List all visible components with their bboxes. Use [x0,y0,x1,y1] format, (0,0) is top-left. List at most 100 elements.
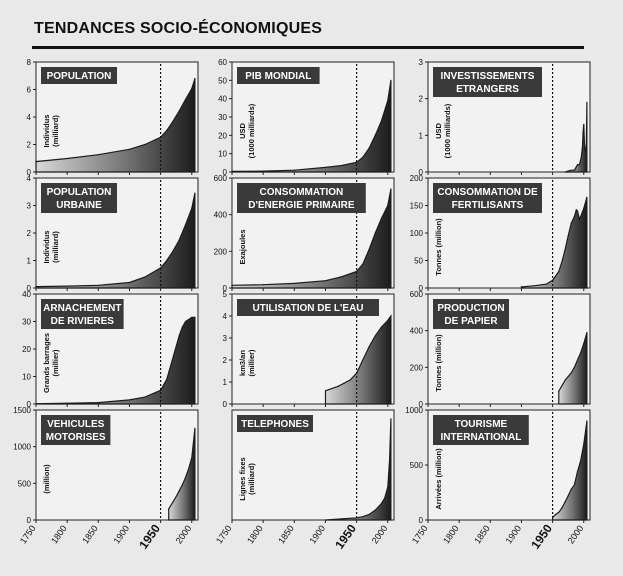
data-point [97,284,99,286]
y-tick-label: 0 [419,284,424,293]
chart-panel-fertilisants: 0 50 100 150 200 CONSOMMATION DE FERTILISANTS T… [410,174,591,293]
data-point [561,385,563,387]
data-point [178,239,180,241]
x-tick-label: 1900 [111,523,131,545]
data-point [181,326,183,328]
y-tick-label: 0 [419,400,424,409]
data-point [194,316,196,318]
data-point [166,129,168,132]
chart-title: FERTILISANTS [452,200,524,211]
data-point [380,217,383,219]
data-point [66,157,68,160]
y-tick-label: 500 [410,461,424,470]
y-tick-label: 20 [218,131,227,140]
data-point [194,192,196,194]
page-title: TENDANCES SOCIO-ÉCONOMIQUES [34,20,323,37]
data-point [555,275,557,277]
data-point [368,513,370,516]
data-point [570,169,572,171]
chart-title: DE PAPIER [444,316,498,327]
y-tick-label: 0 [27,516,32,525]
x-tick-label: 2000 [566,523,586,545]
data-point [362,263,364,265]
data-point [374,509,376,511]
data-point [374,232,376,234]
chart-title: UTILISATION DE L'EAU [252,303,363,314]
y-tick-label: 2 [27,229,32,238]
x-tick-label: 1800 [49,523,69,545]
data-point [558,270,560,273]
data-point [356,270,358,273]
y-tick-label: 8 [27,58,32,67]
data-point [166,259,168,262]
data-point [181,484,183,486]
data-point [576,210,579,212]
data-point [144,396,146,398]
area-series [564,102,588,173]
y-tick-label: 0 [223,284,228,293]
data-point [128,148,131,150]
data-point [561,261,563,263]
x-tick-label: 1750 [410,523,430,545]
y-axis-label: (million) [42,464,51,494]
data-point [586,420,588,422]
chart-panel-telephones: TELEPHONES Lignes fixes (milliard) 1750 1800… [214,409,395,552]
y-axis-label: (1000 milliards) [247,103,256,158]
chart-title: INTERNATIONAL [440,432,521,443]
data-point [578,164,581,166]
x-tick-label: 1800 [441,523,461,545]
data-point [97,402,99,404]
data-point [374,335,376,337]
y-tick-label: 100 [410,229,424,238]
x-tick-label: 1850 [276,523,296,545]
data-point [144,276,146,278]
data-point [331,388,333,390]
data-point [184,320,187,323]
data-point [581,145,584,147]
chart-panel-eau: 0 1 2 3 4 5 UTILISATION DE L'EAU km3/an (millier… [223,290,395,409]
data-point [340,276,342,278]
chart-title: INVESTISSEMENTS [441,71,535,82]
y-tick-label: 0 [27,284,32,293]
data-point [586,331,588,334]
data-point [368,346,370,348]
y-tick-label: 1000 [405,406,423,415]
chart-title: PIB MONDIAL [245,71,311,82]
y-tick-label: 200 [410,174,424,183]
data-point [324,280,327,282]
chart-panel-pib: 0 10 20 30 40 50 60 PIB MONDIAL USD (1000 milliar… [218,58,395,177]
title-box [41,415,111,445]
x-tick-label: 1750 [214,523,234,545]
data-point [580,156,582,158]
data-point [362,516,364,518]
data-point [231,284,233,286]
data-point [172,250,174,252]
data-point [387,486,389,488]
y-tick-label: 3 [223,334,228,343]
y-tick-label: 0 [419,168,424,177]
chart-title: ARNACHEMENT [43,303,121,314]
data-point [564,379,566,381]
chart-title: POPULATION [47,187,112,198]
data-point [324,390,327,392]
data-point [384,497,386,499]
data-point [175,495,177,498]
data-point [387,204,389,207]
y-tick-label: 5 [223,290,228,299]
y-tick-label: 200 [410,363,424,372]
data-point [35,161,37,163]
data-point [583,123,585,125]
y-tick-label: 150 [410,202,424,211]
data-point [368,147,370,149]
chart-title: CONSOMMATION [260,187,344,198]
data-point [293,282,295,284]
data-point [576,359,579,361]
chart-panel-vehicules: 0 500 1000 1500 VEHICULES MOTORISES (million) 1… [13,406,199,552]
y-tick-label: 0 [27,400,32,409]
data-point [191,87,193,90]
data-point [583,142,586,144]
y-tick-label: 0 [223,400,228,409]
data-point [387,99,389,102]
